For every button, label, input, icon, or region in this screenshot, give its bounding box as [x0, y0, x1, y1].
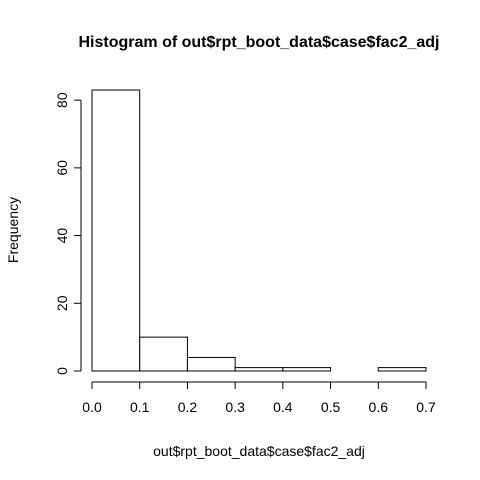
x-tick-label-1: 0.1 — [130, 399, 150, 415]
y-axis: 0 20 40 60 80 — [54, 92, 82, 375]
histogram-bar-3 — [234, 367, 284, 372]
chart-title: Histogram of out$rpt_boot_data$case$fac2… — [79, 34, 440, 51]
histogram-bar-2 — [186, 356, 236, 372]
y-tick-label-3: 60 — [54, 160, 70, 176]
x-tick-label-2: 0.2 — [178, 399, 198, 415]
x-axis: 0.0 0.1 0.2 0.3 0.4 0.5 0.6 0.7 — [82, 381, 436, 415]
y-tick-label-2: 40 — [54, 228, 70, 244]
histogram-bar-6 — [377, 367, 427, 372]
y-axis-label: Frequency — [5, 197, 21, 263]
x-tick-label-7: 0.7 — [416, 399, 436, 415]
y-tick-label-0: 0 — [54, 367, 70, 375]
x-tick-label-4: 0.4 — [273, 399, 293, 415]
y-tick-label-4: 80 — [54, 92, 70, 108]
x-axis-label: out$rpt_boot_data$case$fac2_adj — [153, 443, 365, 459]
histogram-bar-0 — [91, 89, 141, 372]
histogram-bar-4 — [282, 367, 332, 372]
x-tick-label-3: 0.3 — [225, 399, 245, 415]
y-tick-label-1: 20 — [54, 295, 70, 311]
bars-group — [91, 89, 427, 372]
histogram-bar-1 — [139, 336, 188, 372]
x-tick-label-5: 0.5 — [321, 399, 341, 415]
x-tick-label-0: 0.0 — [82, 399, 102, 415]
x-tick-label-6: 0.6 — [369, 399, 389, 415]
